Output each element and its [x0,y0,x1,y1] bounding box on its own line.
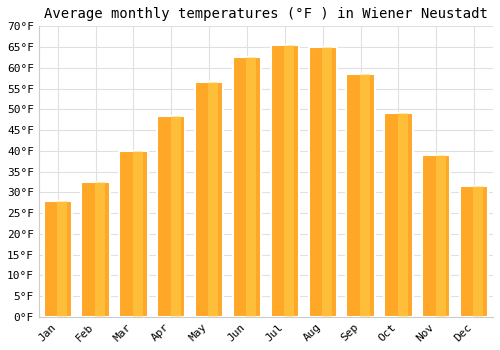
Bar [360,74,370,317]
Title: Average monthly temperatures (°F ) in Wiener Neustadt: Average monthly temperatures (°F ) in Wi… [44,7,488,21]
Bar [460,186,488,317]
Bar [436,155,446,317]
Bar [95,182,105,317]
Bar [82,182,110,317]
Bar [44,201,72,317]
Bar [398,113,407,317]
Bar [384,113,412,317]
Bar [422,155,450,317]
Bar [474,186,484,317]
Bar [195,82,224,317]
Bar [208,82,218,317]
Bar [119,151,148,317]
Bar [308,47,337,317]
Bar [157,116,186,317]
Bar [246,57,256,317]
Bar [233,57,261,317]
Bar [270,45,299,317]
Bar [346,74,375,317]
Bar [57,201,67,317]
Bar [284,45,294,317]
Bar [322,47,332,317]
Bar [132,151,142,317]
Bar [170,116,180,317]
